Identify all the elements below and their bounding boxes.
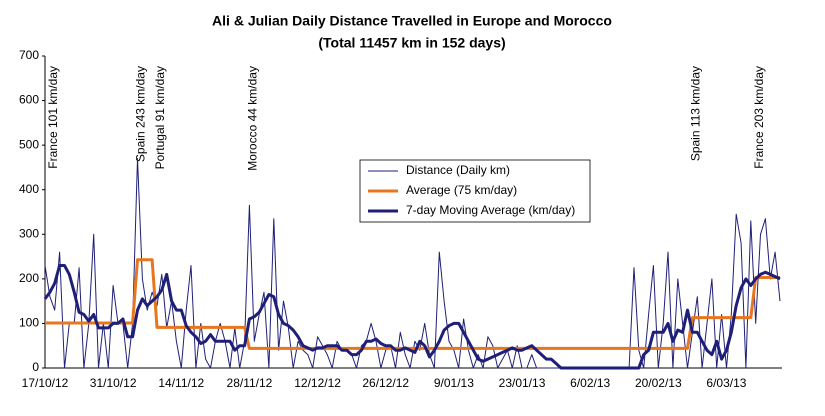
x-tick-label: 12/12/12 <box>294 376 341 390</box>
x-tick-label: 20/02/13 <box>635 376 682 390</box>
y-tick-label: 100 <box>19 316 39 330</box>
chart-subtitle: (Total 11457 km in 152 days) <box>318 35 505 51</box>
y-tick-label: 400 <box>19 182 39 196</box>
annotation: Portugal 91 km/day <box>153 66 167 169</box>
x-tick-label: 6/03/13 <box>706 376 746 390</box>
annotation: Spain 113 km/day <box>689 66 703 161</box>
series-line <box>43 264 781 370</box>
legend-label: 7-day Moving Average (km/day) <box>406 203 575 217</box>
x-tick-label: 6/02/13 <box>570 376 610 390</box>
y-tick-label: 200 <box>19 271 39 285</box>
y-tick-label: 300 <box>19 226 39 240</box>
x-tick-label: 9/01/13 <box>434 376 474 390</box>
annotation: Spain 243 km/day <box>134 66 148 162</box>
series-line <box>44 158 781 369</box>
annotation: France 203 km/day <box>752 66 766 169</box>
x-tick-label: 31/10/12 <box>90 376 137 390</box>
chart-title: Ali & Julian Daily Distance Travelled in… <box>212 13 612 29</box>
x-tick-label: 26/12/12 <box>362 376 409 390</box>
x-tick-label: 23/01/13 <box>499 376 546 390</box>
y-tick-label: 700 <box>19 48 39 62</box>
annotation: Morocco 44 km/day <box>246 66 260 171</box>
legend-box <box>359 159 591 223</box>
annotation: France 101 km/day <box>46 66 60 169</box>
series-line <box>45 258 780 350</box>
legend-label: Average (75 km/day) <box>406 183 517 197</box>
y-tick-label: 0 <box>32 360 39 374</box>
x-tick-label: 14/11/12 <box>158 376 204 390</box>
x-tick-label: 28/11/12 <box>227 376 273 390</box>
y-tick-label: 600 <box>19 93 39 107</box>
legend-label: Distance (Daily km) <box>406 163 510 177</box>
y-tick-label: 500 <box>19 137 39 151</box>
x-tick-label: 17/10/12 <box>22 376 69 390</box>
